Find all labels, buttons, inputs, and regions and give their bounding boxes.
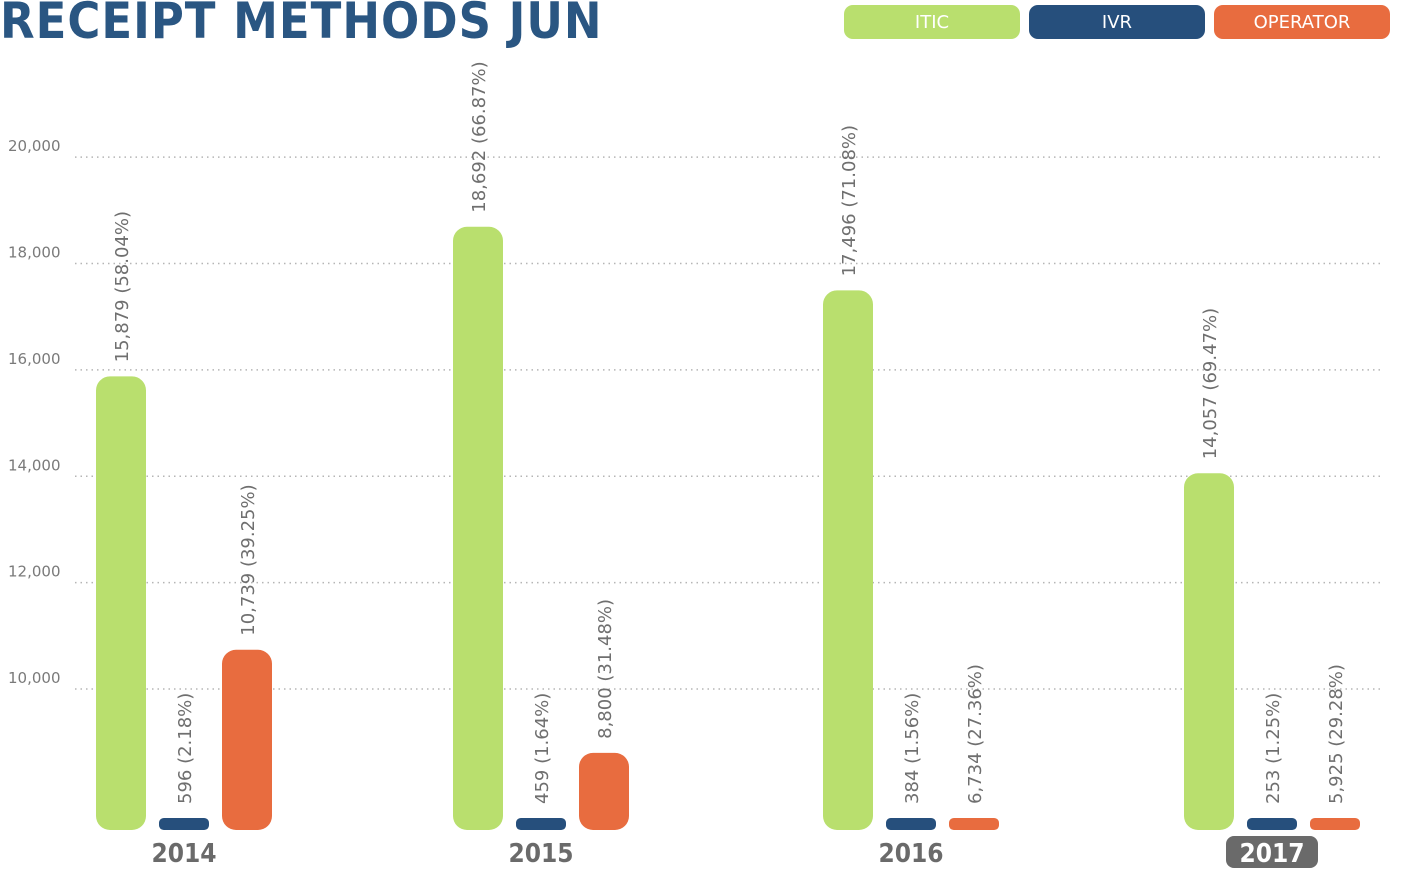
value-label: 459 (1.64%)	[532, 693, 553, 804]
y-tick-label: 14,000	[8, 456, 61, 474]
legend-swatch	[1214, 5, 1390, 39]
value-label: 5,925 (29.28%)	[1326, 664, 1347, 804]
x-tick-label: 2014	[151, 839, 216, 869]
legend-label: ITIC	[915, 12, 949, 33]
legend-label: OPERATOR	[1254, 12, 1351, 33]
bar	[222, 649, 272, 830]
bar	[96, 376, 146, 830]
value-label: 15,879 (58.04%)	[112, 211, 133, 362]
bar	[516, 818, 566, 830]
value-label: 18,692 (66.87%)	[469, 61, 490, 212]
value-label: 253 (1.25%)	[1263, 693, 1284, 804]
value-label: 10,739 (39.25%)	[238, 484, 259, 635]
chart-title: RECEIPT METHODS JUN	[0, 0, 603, 50]
year-highlight	[1226, 836, 1318, 868]
bar	[159, 818, 209, 830]
bar	[579, 752, 629, 830]
y-tick-label: 12,000	[8, 563, 61, 581]
x-tick-label: 2016	[878, 839, 943, 869]
legend-label: IVR	[1102, 12, 1132, 33]
y-tick-label: 10,000	[8, 669, 61, 687]
bar	[1310, 818, 1360, 830]
bar	[1247, 818, 1297, 830]
bar	[886, 818, 936, 830]
value-label: 17,496 (71.08%)	[839, 125, 860, 276]
x-tick-label: 2015	[508, 839, 573, 869]
bar	[453, 226, 503, 831]
value-label: 384 (1.56%)	[902, 693, 923, 804]
value-label: 8,800 (31.48%)	[595, 599, 616, 739]
bar	[1184, 473, 1234, 830]
legend-swatch	[1029, 5, 1205, 39]
value-label: 14,057 (69.47%)	[1200, 308, 1221, 459]
y-tick-label: 18,000	[8, 244, 61, 262]
value-label: 596 (2.18%)	[175, 693, 196, 804]
bar	[823, 290, 873, 831]
x-tick-label: 2017	[1239, 839, 1304, 869]
bar	[949, 818, 999, 830]
value-label: 6,734 (27.36%)	[965, 664, 986, 804]
y-tick-label: 16,000	[8, 350, 61, 368]
y-tick-label: 20,000	[8, 137, 61, 155]
legend-swatch	[844, 5, 1020, 39]
